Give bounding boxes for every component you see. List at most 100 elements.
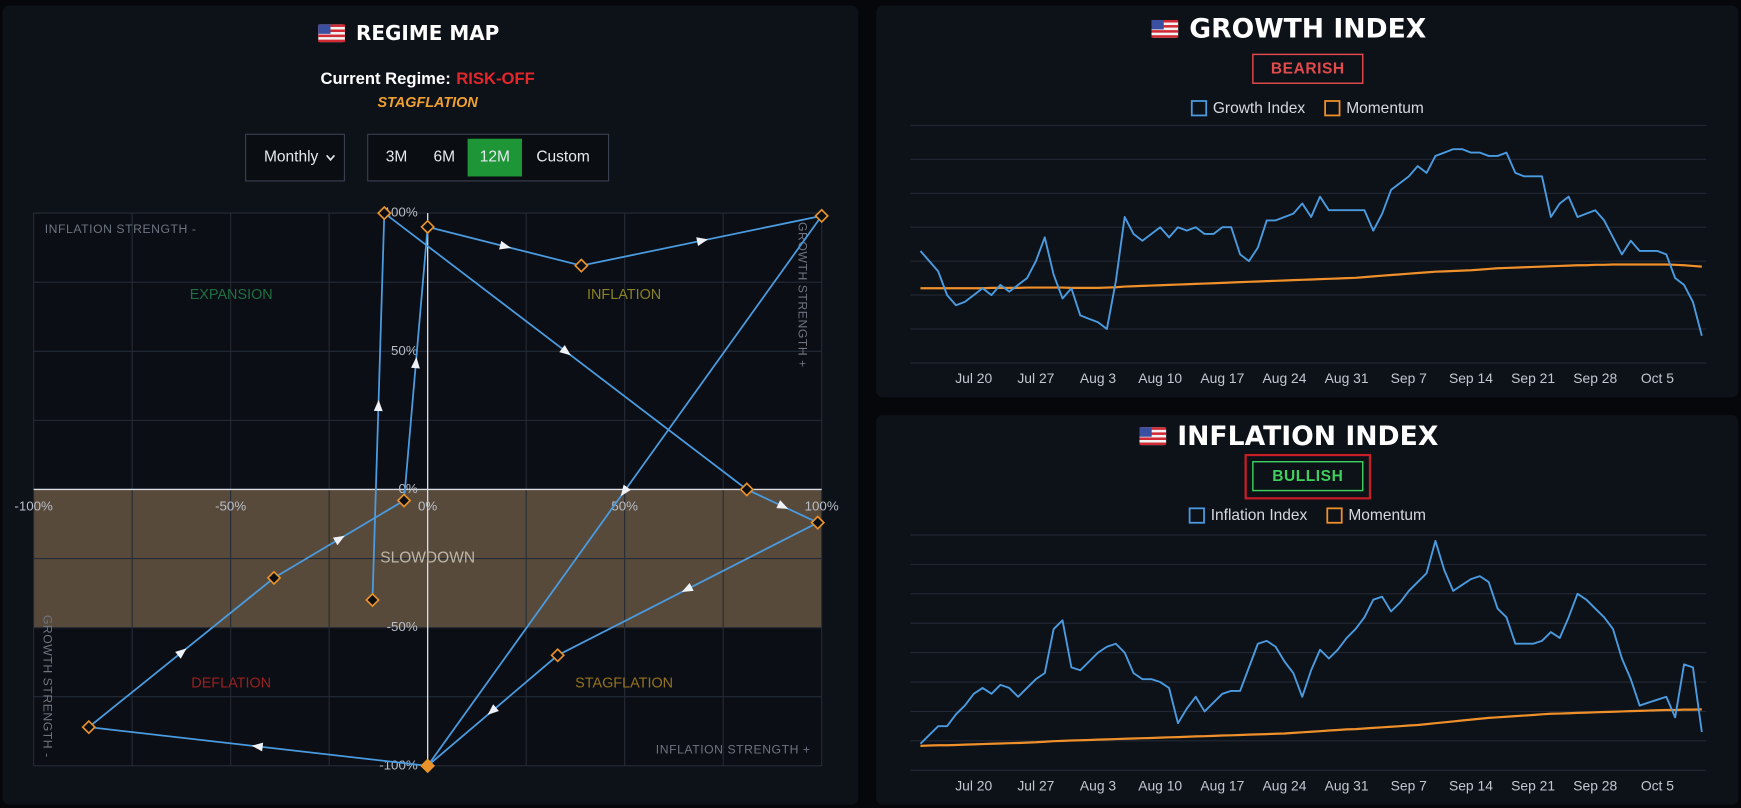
direction-arrow [499, 240, 511, 250]
x-tick-label: 50% [611, 499, 638, 514]
x-tick-label: Sep 7 [1391, 778, 1428, 794]
flag-stripe [1139, 432, 1167, 435]
quadrant-label: EXPANSION [190, 287, 273, 303]
x-tick-label: Aug 10 [1138, 370, 1182, 386]
regime-marker [396, 493, 412, 508]
flag-stripe [318, 39, 345, 43]
y-tick-label: -50% [387, 619, 418, 634]
x-tick-label: -50% [215, 499, 246, 514]
flag-stripe [1151, 25, 1179, 28]
x-tick-label: Jul 20 [955, 370, 992, 386]
panel-title: GROWTH INDEX [1189, 13, 1426, 44]
legend-swatch [1190, 100, 1208, 117]
y-tick-label: 0% [398, 481, 417, 496]
us-flag-icon [1139, 427, 1167, 446]
regime-marker [810, 515, 826, 530]
legend-label: Inflation Index [1211, 507, 1308, 524]
direction-arrow [373, 399, 383, 412]
direction-arrow [332, 535, 345, 546]
flag-stripe [1139, 442, 1167, 446]
range-button-label[interactable]: 12M [480, 149, 510, 166]
regime-marker [550, 647, 565, 663]
regime-marker [365, 592, 380, 608]
regime-marker [266, 570, 282, 586]
range-button[interactable]: Custom [536, 149, 589, 166]
x-tick-label: Sep 28 [1573, 370, 1617, 386]
us-flag-icon [318, 24, 345, 43]
legend-label: Momentum [1346, 100, 1424, 117]
range-button[interactable]: 6M [434, 149, 456, 166]
direction-arrow [411, 357, 420, 369]
x-tick-label: Aug 24 [1263, 370, 1307, 386]
range-button-label[interactable]: Custom [536, 149, 589, 166]
series-line [920, 708, 1702, 747]
legend-label: Momentum [1348, 507, 1426, 524]
growth-panel [876, 5, 1739, 398]
x-tick-label: Aug 17 [1200, 778, 1244, 794]
regime-marker [420, 758, 435, 774]
axis-note: INFLATION STRENGTH - [45, 222, 197, 236]
range-button-active[interactable] [467, 138, 522, 177]
panel-title: REGIME MAP [356, 21, 499, 45]
us-flag-icon [1151, 19, 1179, 38]
x-tick-label: Aug 3 [1080, 778, 1117, 794]
x-tick-label: 0% [418, 499, 437, 514]
series-line [920, 263, 1702, 290]
x-tick-label: Oct 5 [1641, 778, 1674, 794]
x-tick-label: Aug 31 [1325, 370, 1369, 386]
axis-note: GROWTH STRENGTH + [795, 222, 809, 368]
current-regime: Current Regime: RISK-OFF [321, 69, 535, 88]
quadrant-label: DEFLATION [191, 676, 271, 692]
x-tick-label: Sep 21 [1511, 370, 1555, 386]
flag-stripe [1151, 30, 1179, 33]
regime-marker [420, 219, 435, 235]
sub-regime: STAGFLATION [378, 95, 479, 111]
current-regime-label: Current Regime: [321, 69, 451, 88]
y-tick-label: 100% [384, 205, 418, 220]
quadrant-label: STAGFLATION [575, 676, 673, 692]
legend: Inflation Index Momentum [1188, 507, 1426, 524]
legend-swatch [1326, 507, 1343, 524]
x-tick-label: Aug 3 [1080, 370, 1117, 386]
x-tick-label: Aug 10 [1138, 778, 1182, 794]
signal-label: BULLISH [1272, 468, 1343, 485]
direction-arrow [175, 648, 187, 659]
range-button[interactable]: 3M [386, 149, 408, 166]
signal-label: BEARISH [1271, 60, 1345, 77]
axis-note: INFLATION STRENGTH + [656, 743, 811, 757]
flag-canton [1139, 427, 1152, 437]
inflation-panel [876, 415, 1739, 805]
regime-marker [814, 208, 829, 224]
band-label: SLOWDOWN [380, 550, 475, 567]
range-button-label[interactable]: 6M [434, 149, 456, 166]
x-tick-label: Aug 17 [1200, 370, 1244, 386]
flag-stripe [318, 34, 345, 38]
current-regime-value: RISK-OFF [456, 69, 535, 88]
series-line [919, 148, 1703, 336]
x-tick-label: Sep 7 [1391, 370, 1428, 386]
x-tick-label: Aug 31 [1325, 778, 1369, 794]
signal-highlight [1244, 453, 1372, 500]
legend: Growth Index Momentum [1190, 100, 1424, 117]
range-button[interactable]: 12M [467, 138, 522, 177]
x-tick-label: Oct 5 [1641, 370, 1674, 386]
dropdown-label[interactable]: Monthly [264, 149, 319, 166]
regime-marker [377, 205, 392, 221]
quadrant-label: INFLATION [587, 287, 661, 303]
frequency-dropdown[interactable]: Monthly [245, 133, 345, 182]
x-tick-label: Sep 28 [1573, 778, 1617, 794]
flag-stripe [318, 29, 345, 33]
x-tick-label: Jul 27 [1017, 370, 1054, 386]
direction-arrow [620, 484, 631, 497]
regime-marker [81, 719, 97, 735]
flag-stripe [1151, 19, 1179, 23]
legend-label: Growth Index [1213, 100, 1306, 117]
x-tick-label: Jul 20 [955, 778, 992, 794]
x-tick-label: -100% [14, 499, 53, 514]
dropdown-chevron [326, 154, 336, 162]
direction-arrow [251, 742, 264, 752]
direction-arrow [776, 500, 789, 509]
series-line [919, 539, 1703, 745]
range-button-label[interactable]: 3M [386, 149, 408, 166]
